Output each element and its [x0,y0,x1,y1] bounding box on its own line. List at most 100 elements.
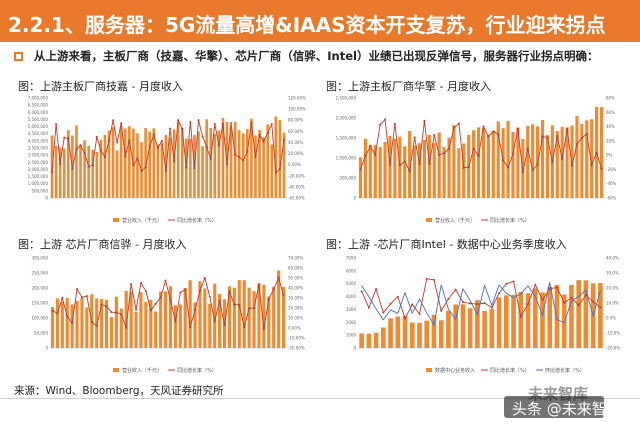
bar [569,285,574,348]
growth-point [130,283,133,286]
bar [67,130,70,198]
growth-point [277,276,280,279]
growth-point [228,290,231,293]
bar [272,286,276,348]
bar [180,127,184,198]
bar [229,128,233,198]
growth-point [184,288,187,291]
growth-point [359,168,362,171]
bar [545,135,549,198]
chart-title: 图：上游主板厂商技嘉 - 月度收入 [18,80,183,93]
bar [267,296,271,348]
bar [109,317,114,348]
growth-point [79,144,82,147]
y-right-tick-label: 70.00% [288,256,303,261]
bar [475,300,480,348]
growth-point [169,127,172,130]
divider [0,398,640,399]
page-title: 2.2.1、服务器：5G流量高增&IAAS资本开支复苏，行业迎来拐点 [8,13,606,37]
growth-point [461,301,464,304]
bar [481,128,486,198]
bar [388,318,393,348]
bar [393,138,397,198]
chart-panel-aspeed: 图：上游 芯片厂商信骅 - 月度收入 300,000 250,000 200,000… [14,236,314,380]
legend-swatch-bar [113,218,119,222]
bar [154,311,158,348]
bar [580,123,584,198]
growth-point [398,164,401,167]
bar [144,127,147,198]
growth-point [423,119,426,122]
growth-point [95,135,98,138]
y-right-tick-label: -40.00% [288,184,305,189]
bar [432,143,436,198]
bar [100,299,104,348]
legend-label: 环比增长率（%） [545,367,585,374]
chart-panel-gigabyte: 图：上游主板厂商技嘉 - 月度收入 7,000,000 6,500,000 6,00… [14,78,314,228]
growth-point [546,136,549,139]
growth-point [115,311,118,314]
growth-point [575,143,578,146]
y-left-tick-label: 0 [45,196,48,201]
y-left-tick-label: 6,500,000 [28,103,49,108]
growth-point [250,121,253,124]
growth-point [248,307,251,310]
growth-point [116,141,119,144]
bar [575,115,579,198]
y-right-tick-label: -20.0% [606,346,620,351]
y-right-tick-label: 20.00% [288,151,303,156]
growth-point [490,306,493,309]
growth-point [262,140,265,143]
growth-point [71,322,74,325]
y-right-tick-label: 10.00% [288,316,303,321]
bar [277,270,281,348]
bar [237,130,241,198]
bar [119,308,123,348]
growth-point [103,156,106,159]
y-right-tick-label: 20.0% [606,286,619,291]
bar [152,128,156,198]
bar [70,304,74,348]
growth-point [541,135,544,138]
bar [576,280,581,348]
chart-intel: 7000 6000 5000 4000 3000 2000 1000 0 40.0% 30.0% 2… [346,256,621,375]
bar [50,135,54,198]
bar [547,286,553,348]
bar [274,116,278,198]
chart-asrock: 2,500,000 2,000,000 1,500,000 1,000,000 500,… [336,96,617,225]
growth-point [71,167,74,170]
y-left-tick-label: 1,000,000 [28,181,49,186]
growth-point [91,163,94,166]
bar [565,127,569,198]
bar [233,121,237,198]
growth-point [389,302,392,305]
growth-point [541,299,544,302]
growth-point [208,295,211,298]
growth-point [105,305,108,308]
growth-point [132,164,135,167]
growth-point [270,123,273,126]
growth-point [274,171,277,174]
growth-point [469,302,472,305]
growth-point [185,166,188,169]
y-left-tick-label: 2,500,000 [336,96,357,101]
chart-aspeed: 300,000 250,000 200,000 150,000 100,000 50,00… [31,256,304,375]
growth-point [128,139,131,142]
growth-point [80,296,83,299]
chart-gigabyte: 7,000,000 6,500,000 6,000,000 5,500,000 5,00… [28,96,306,225]
growth-point [536,163,539,166]
y-right-tick-label: 20% [606,138,615,143]
chart-panel-intel: 图：上游 -芯片厂商Intel - 数据中心业务季度收入 7000 6000 500… [322,236,632,380]
growth-point [201,135,204,138]
bar [134,311,138,348]
legend-label: 同比增长率（%） [490,217,530,224]
growth-point [120,313,123,316]
growth-point [534,283,537,286]
bar [148,131,151,198]
growth-point [369,145,372,148]
y-right-tick-label: -60.00% [288,196,305,201]
growth-point [110,311,113,314]
growth-point [262,328,265,331]
watermark-badge-text: 头条 @未来智库 [512,400,622,418]
growth-point [258,133,261,136]
